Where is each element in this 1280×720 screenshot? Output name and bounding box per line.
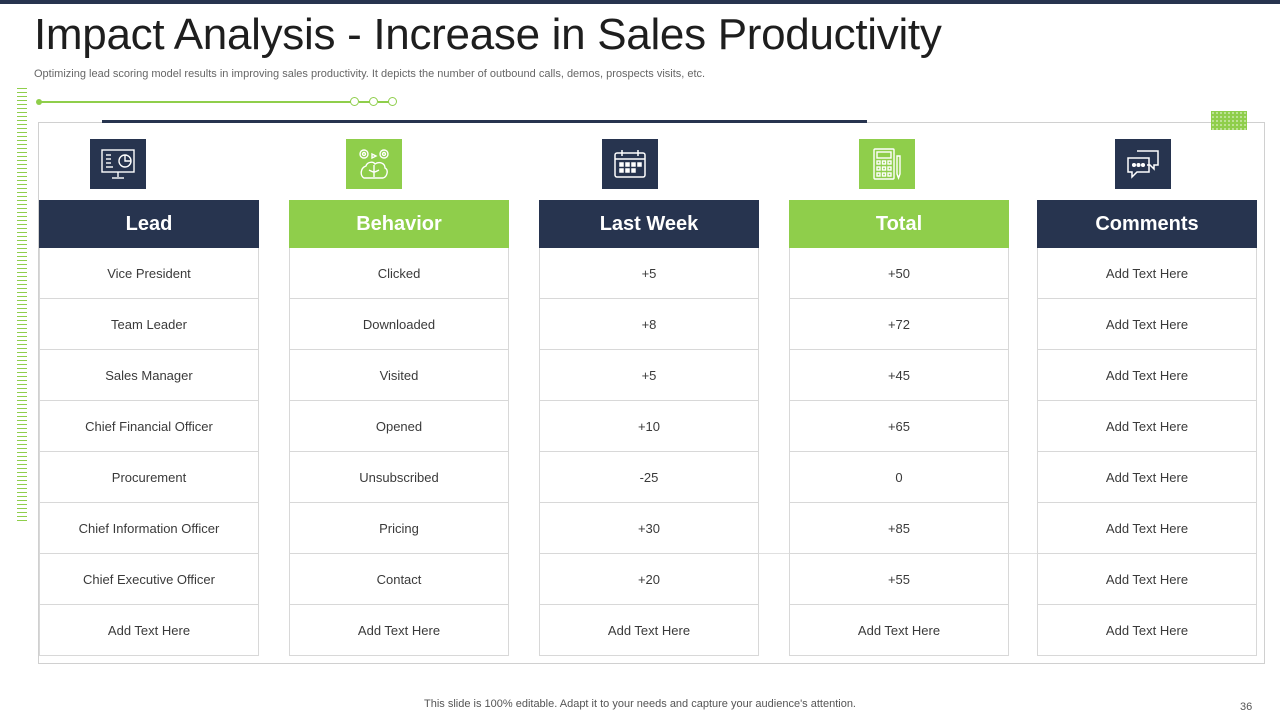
table-cell: Add Text Here: [1038, 503, 1256, 554]
table-cell: +55: [790, 554, 1008, 605]
decorative-link: [359, 101, 370, 103]
background-strip: [1008, 553, 1037, 605]
table-cell: Add Text Here: [540, 605, 758, 656]
column-header-last-week: Last Week: [539, 200, 759, 248]
table-cell: Add Text Here: [1038, 401, 1256, 452]
table-cell: +85: [790, 503, 1008, 554]
slide-subtitle: Optimizing lead scoring model results in…: [34, 68, 706, 80]
table-cell: +50: [790, 248, 1008, 299]
slide-title: Impact Analysis - Increase in Sales Prod…: [34, 10, 942, 59]
table-cell: Opened: [290, 401, 508, 452]
table-cell: Add Text Here: [1038, 554, 1256, 605]
table-cell: Add Text Here: [1038, 605, 1256, 656]
table-cell: Downloaded: [290, 299, 508, 350]
table-cell: Add Text Here: [1038, 452, 1256, 503]
page-number: 36: [1240, 701, 1253, 713]
table-cell: Visited: [290, 350, 508, 401]
table-cell: Chief Information Officer: [40, 503, 258, 554]
column-body-total: +50 +72 +45 +65 0 +85 +55 Add Text Here: [789, 248, 1009, 656]
table-cell: +65: [790, 401, 1008, 452]
column-behavior: Behavior Clicked Downloaded Visited Open…: [289, 200, 509, 656]
presentation-board-icon: [90, 139, 146, 189]
table-cell: +10: [540, 401, 758, 452]
table-cell: -25: [540, 452, 758, 503]
decorative-link: [378, 101, 389, 103]
column-body-behavior: Clicked Downloaded Visited Opened Unsubs…: [289, 248, 509, 656]
table-cell: Add Text Here: [40, 605, 258, 656]
decorative-stripes: [17, 88, 27, 524]
calculator-icon: [859, 139, 915, 189]
top-accent-bar: [0, 0, 1280, 4]
column-body-last-week: +5 +8 +5 +10 -25 +30 +20 Add Text Here: [539, 248, 759, 656]
decorative-circle: [369, 97, 378, 106]
table-cell: +30: [540, 503, 758, 554]
table-cell: Chief Executive Officer: [40, 554, 258, 605]
table-cell: Add Text Here: [790, 605, 1008, 656]
table-cell: Add Text Here: [1038, 299, 1256, 350]
table-cell: Add Text Here: [1038, 350, 1256, 401]
table-cell: Add Text Here: [290, 605, 508, 656]
table-cell: 0: [790, 452, 1008, 503]
table-cell: +20: [540, 554, 758, 605]
column-body-comments: Add Text Here Add Text Here Add Text Her…: [1037, 248, 1257, 656]
column-header-behavior: Behavior: [289, 200, 509, 248]
chat-bubbles-icon: [1115, 139, 1171, 189]
decorative-line: [38, 101, 354, 103]
table-cell: Vice President: [40, 248, 258, 299]
table-cell: Contact: [290, 554, 508, 605]
table-cell: +8: [540, 299, 758, 350]
table-cell: Pricing: [290, 503, 508, 554]
column-header-lead: Lead: [39, 200, 259, 248]
table-cell: +72: [790, 299, 1008, 350]
table-cell: Clicked: [290, 248, 508, 299]
table-cell: +45: [790, 350, 1008, 401]
table-cell: Unsubscribed: [290, 452, 508, 503]
decorative-navy-line: [102, 120, 867, 123]
column-total: Total +50 +72 +45 +65 0 +85 +55 Add Text…: [789, 200, 1009, 656]
table-cell: Chief Financial Officer: [40, 401, 258, 452]
column-header-comments: Comments: [1037, 200, 1257, 248]
table-cell: Add Text Here: [1038, 248, 1256, 299]
column-body-lead: Vice President Team Leader Sales Manager…: [39, 248, 259, 656]
decorative-dot-pattern: [1211, 111, 1247, 130]
table-cell: Sales Manager: [40, 350, 258, 401]
column-last-week: Last Week +5 +8 +5 +10 -25 +30 +20 Add T…: [539, 200, 759, 656]
calendar-icon: [602, 139, 658, 189]
brain-gears-icon: [346, 139, 402, 189]
table-cell: Team Leader: [40, 299, 258, 350]
slide-footer: This slide is 100% editable. Adapt it to…: [424, 698, 856, 710]
background-strip: [759, 553, 789, 605]
decorative-circle: [350, 97, 359, 106]
decorative-circle: [388, 97, 397, 106]
table-cell: +5: [540, 248, 758, 299]
column-header-total: Total: [789, 200, 1009, 248]
table-cell: Procurement: [40, 452, 258, 503]
column-lead: Lead Vice President Team Leader Sales Ma…: [39, 200, 259, 656]
table-cell: +5: [540, 350, 758, 401]
column-comments: Comments Add Text Here Add Text Here Add…: [1037, 200, 1257, 656]
